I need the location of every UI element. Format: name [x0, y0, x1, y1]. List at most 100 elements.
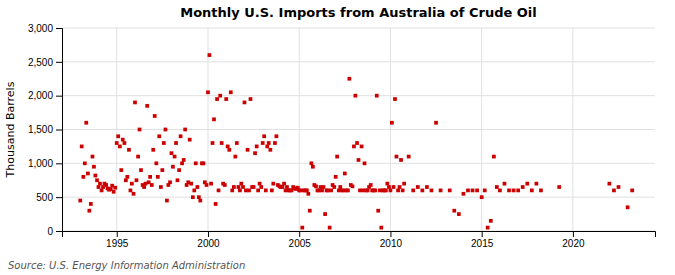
point — [249, 97, 253, 101]
point — [220, 141, 224, 145]
point — [115, 141, 119, 145]
point — [407, 155, 411, 159]
point — [282, 182, 286, 186]
point — [269, 148, 273, 152]
point — [235, 141, 239, 145]
point — [308, 209, 312, 213]
point — [83, 161, 87, 165]
grid-line — [116, 28, 117, 231]
point — [366, 189, 370, 193]
grid-line — [62, 163, 655, 164]
y-tick: 500 — [36, 192, 62, 203]
point — [209, 182, 213, 186]
y-axis-title: Thousand Barrels — [4, 81, 17, 178]
point — [165, 199, 169, 203]
point — [516, 189, 520, 193]
point — [486, 226, 490, 230]
point — [194, 161, 198, 165]
point — [525, 182, 529, 186]
point — [202, 161, 206, 165]
point — [539, 189, 543, 193]
point — [466, 189, 470, 193]
point — [78, 199, 82, 203]
point — [608, 182, 612, 186]
point — [320, 189, 324, 193]
x-tick-mark — [482, 231, 483, 237]
y-tick-label: 1,500 — [28, 124, 53, 135]
point — [136, 155, 140, 159]
point — [189, 182, 193, 186]
point — [498, 189, 502, 193]
point — [430, 189, 434, 193]
point — [392, 185, 396, 189]
grid-line — [62, 129, 655, 130]
point — [300, 226, 304, 230]
point — [247, 189, 251, 193]
point — [125, 175, 129, 179]
point — [285, 185, 289, 189]
y-tick: 2,000 — [28, 90, 62, 101]
point — [153, 114, 157, 118]
point — [127, 148, 131, 152]
x-tick-mark — [573, 231, 574, 237]
point — [434, 121, 438, 125]
y-tick: 3,000 — [28, 23, 62, 34]
point — [452, 209, 456, 213]
point — [118, 145, 122, 149]
point — [239, 182, 243, 186]
point — [334, 175, 338, 179]
points — [78, 53, 634, 229]
point — [121, 138, 125, 142]
point — [630, 189, 634, 193]
point — [399, 158, 403, 162]
x-tick-label: 2015 — [471, 238, 494, 249]
point — [197, 195, 201, 199]
x-tick: 2005 — [289, 231, 312, 249]
point — [130, 182, 134, 186]
x-tick: 2010 — [380, 231, 403, 249]
point — [360, 145, 364, 149]
point — [196, 185, 200, 189]
point — [224, 97, 228, 101]
point — [241, 185, 245, 189]
point — [351, 184, 355, 188]
point — [91, 155, 95, 159]
point — [363, 161, 367, 165]
point — [352, 145, 356, 149]
point — [159, 185, 163, 189]
y-tick-label: 2,000 — [28, 90, 53, 101]
grid-line — [62, 28, 655, 29]
x-tick-label: 1995 — [106, 238, 129, 249]
point — [346, 189, 350, 193]
point — [259, 185, 263, 189]
point — [439, 189, 443, 193]
y-tick-label: 0 — [47, 226, 53, 237]
point — [332, 185, 336, 189]
point — [262, 134, 266, 138]
y-tick-label: 2,500 — [28, 57, 53, 68]
y-tick-mark — [56, 96, 62, 97]
y-axis-line — [56, 29, 63, 232]
point — [273, 141, 277, 145]
point — [402, 182, 406, 186]
point — [335, 155, 339, 159]
point — [264, 189, 268, 193]
point — [145, 104, 149, 108]
point — [322, 185, 326, 189]
point — [256, 189, 260, 193]
point — [355, 141, 359, 145]
point — [626, 205, 630, 209]
point — [416, 185, 420, 189]
point — [124, 178, 128, 182]
point — [182, 158, 186, 162]
point — [261, 141, 265, 145]
point — [258, 182, 262, 186]
point — [310, 161, 314, 165]
y-tick-mark — [56, 28, 62, 29]
grid-line — [572, 28, 573, 231]
point — [311, 165, 315, 169]
point — [112, 190, 116, 194]
grid-line — [390, 28, 391, 231]
point — [314, 184, 318, 188]
point — [154, 161, 158, 165]
